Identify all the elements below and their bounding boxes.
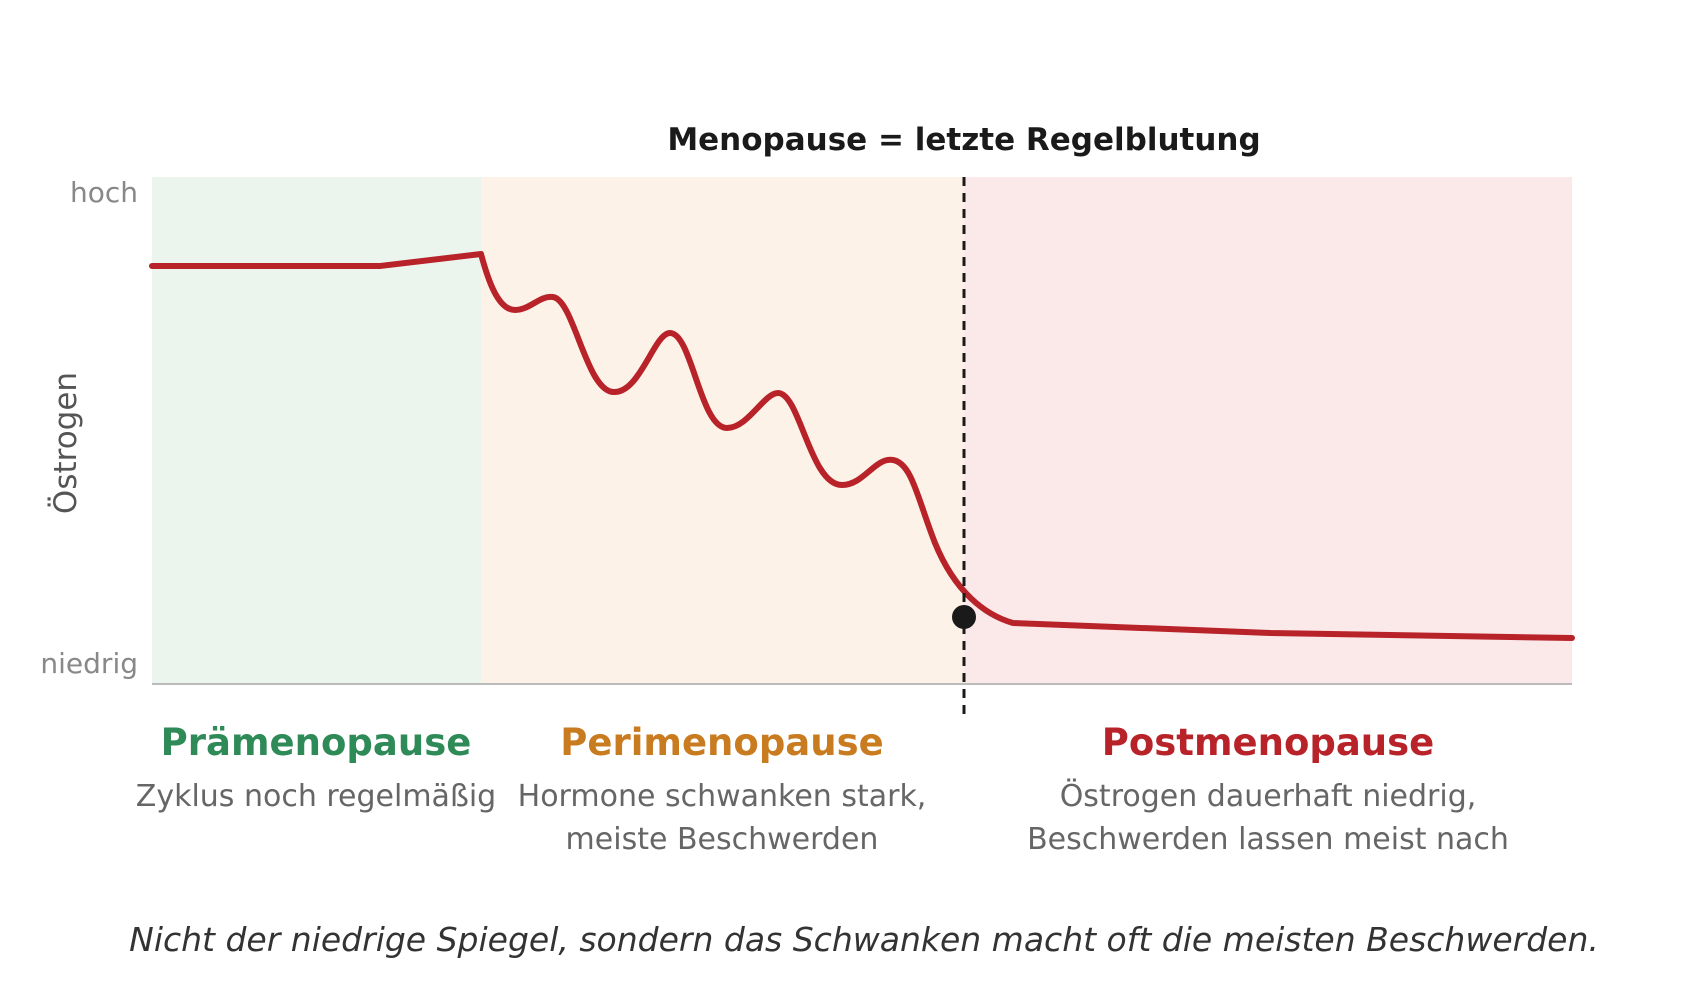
- phase-desc-postmenopause-line2: Beschwerden lassen meist nach: [1027, 822, 1509, 857]
- menopause-marker: [952, 605, 976, 629]
- footer-note: Nicht der niedrige Spiegel, sondern das …: [129, 920, 1599, 959]
- phase-desc-postmenopause-line1: Östrogen dauerhaft niedrig,: [1060, 778, 1477, 814]
- phase-band-perimenopause: [481, 177, 964, 684]
- y-axis-high-label: hoch: [70, 176, 138, 209]
- phase-desc-perimenopause-line2: meiste Beschwerden: [566, 822, 879, 857]
- phase-desc-perimenopause-line1: Hormone schwanken stark,: [518, 779, 927, 814]
- phase-band-premenopause: [152, 177, 481, 684]
- estrogen-curve: [149, 251, 1575, 641]
- phase-name-postmenopause: Postmenopause: [1102, 721, 1435, 764]
- y-axis-title: Östrogen: [47, 372, 84, 514]
- phase-band-postmenopause: [964, 177, 1572, 684]
- phase-name-perimenopause: Perimenopause: [560, 721, 883, 764]
- menopause-title: Menopause = letzte Regelblutung: [667, 122, 1260, 158]
- phase-name-premenopause: Prämenopause: [161, 721, 472, 764]
- y-axis-low-label: niedrig: [40, 647, 138, 680]
- phase-desc-premenopause: Zyklus noch regelmäßig: [136, 779, 496, 814]
